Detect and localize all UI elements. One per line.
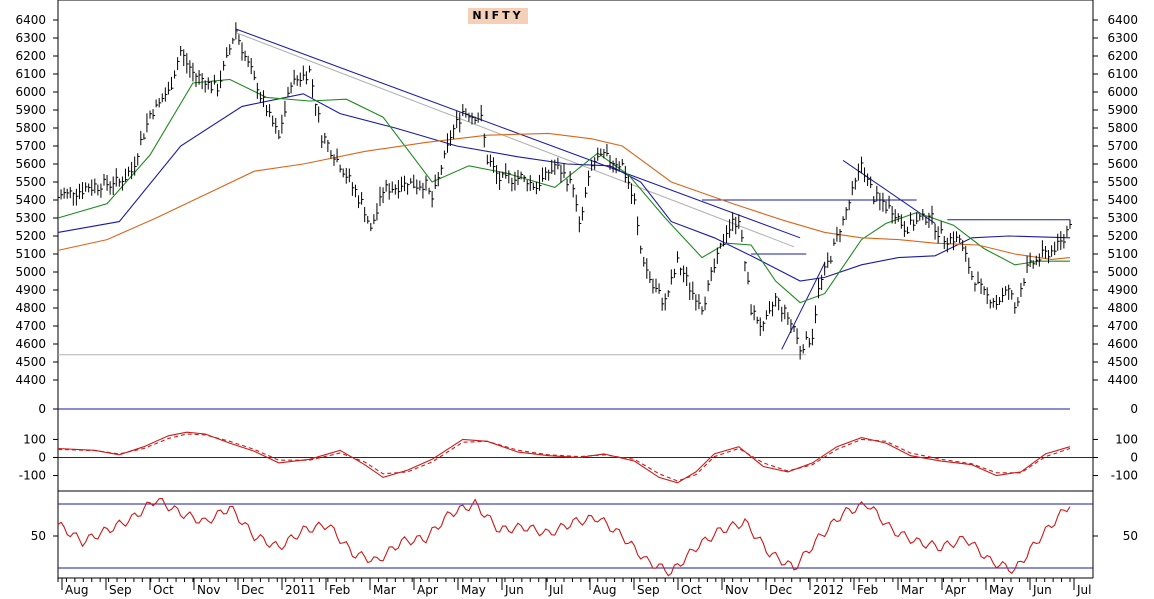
price-tick-label: 4600: [15, 337, 46, 351]
rsi-tick-label: 50: [31, 529, 46, 543]
price-tick-label: 5800: [15, 121, 46, 135]
price-tick-label: 5100: [1107, 247, 1138, 261]
price-tick-label: 6000: [15, 85, 46, 99]
x-tick-label: May: [461, 583, 486, 597]
price-tick-label: 5000: [1107, 265, 1138, 279]
rsi-tick-label: 50: [1123, 529, 1138, 543]
price-tick-label: 5100: [15, 247, 46, 261]
x-tick-label: Mar: [373, 583, 396, 597]
moving-average-line: [57, 93, 1071, 282]
price-tick-label: 4900: [15, 283, 46, 297]
price-tick-label: 5900: [15, 103, 46, 117]
x-tick-label: Oct: [681, 583, 702, 597]
price-tick-label: 6400: [15, 13, 46, 27]
x-tick-label: 2012: [813, 583, 844, 597]
price-tick-label: 5300: [1107, 211, 1138, 225]
price-tick-label: 4500: [1107, 355, 1138, 369]
x-tick-label: Feb: [857, 583, 878, 597]
price-tick-label: 5500: [1107, 175, 1138, 189]
x-tick-label: Nov: [725, 583, 748, 597]
trendline: [781, 262, 826, 350]
trendline: [235, 32, 795, 248]
price-tick-label: 4900: [1107, 283, 1138, 297]
osc-tick-label: 0: [1130, 451, 1138, 465]
chart-title: NIFTY: [468, 8, 528, 24]
x-tick-label: Aug: [593, 583, 616, 597]
price-tick-label: 6300: [15, 31, 46, 45]
x-tick-label: Sep: [109, 583, 132, 597]
price-tick-label: 5700: [1107, 139, 1138, 153]
osc-tick-label: -100: [1111, 469, 1138, 483]
x-tick-label: Oct: [153, 583, 174, 597]
oscillator-panel: 100 100 0 0 -100 -100: [19, 431, 1138, 484]
osc-tick-label: -100: [19, 469, 46, 483]
price-tick-label: 5200: [15, 229, 46, 243]
x-tick-label: Sep: [637, 583, 660, 597]
price-panel: 6400 6400 6300 6300 6200 6200 6100 6100 6000 6000…: [15, 13, 1138, 387]
rsi-line: [57, 498, 1071, 577]
zero-tick-label: 0: [38, 402, 46, 416]
x-tick-label: May: [989, 583, 1014, 597]
x-tick-label: Mar: [901, 583, 924, 597]
price-tick-label: 6400: [1107, 13, 1138, 27]
price-tick-label: 4600: [1107, 337, 1138, 351]
osc-tick-label: 100: [1115, 432, 1138, 446]
x-axis: Aug Sep Oct Nov Dec 2011 Feb Mar Apr May Jun Jul Aug…: [57, 578, 1091, 597]
price-tick-label: 5500: [15, 175, 46, 189]
price-tick-label: 6100: [1107, 67, 1138, 81]
price-tick-label: 5400: [15, 193, 46, 207]
price-tick-label: 5400: [1107, 193, 1138, 207]
x-tick-label: Dec: [769, 583, 792, 597]
price-tick-label: 5700: [15, 139, 46, 153]
price-tick-label: 4500: [15, 355, 46, 369]
price-tick-label: 5200: [1107, 229, 1138, 243]
price-tick-label: 4800: [1107, 301, 1138, 315]
price-tick-label: 6300: [1107, 31, 1138, 45]
x-tick-label: Apr: [945, 583, 966, 597]
x-tick-label: Aug: [65, 583, 88, 597]
x-tick-label: Jun: [1032, 583, 1052, 597]
price-tick-label: 5600: [15, 157, 46, 171]
price-tick-label: 4800: [15, 301, 46, 315]
zero-tick-label: 0: [1130, 402, 1138, 416]
price-tick-label: 5000: [15, 265, 46, 279]
price-tick-label: 4400: [15, 373, 46, 387]
price-tick-label: 6200: [1107, 49, 1138, 63]
price-tick-label: 6000: [1107, 85, 1138, 99]
moving-average-line: [57, 78, 1070, 304]
price-tick-label: 6200: [15, 49, 46, 63]
price-tick-label: 5300: [15, 211, 46, 225]
price-tick-label: 4700: [15, 319, 46, 333]
x-tick-label: Jul: [1076, 583, 1091, 597]
x-tick-label: Apr: [417, 583, 438, 597]
osc-line: [57, 431, 1071, 484]
trendline: [235, 28, 801, 239]
x-tick-label: Jun: [504, 583, 524, 597]
osc-tick-label: 0: [38, 451, 46, 465]
rsi-panel: 50 50: [31, 498, 1138, 577]
price-tick-label: 6100: [15, 67, 46, 81]
x-tick-label: Dec: [241, 583, 264, 597]
price-tick-label: 5600: [1107, 157, 1138, 171]
x-tick-label: Jul: [548, 583, 563, 597]
moving-average-line: [57, 132, 1071, 260]
price-tick-label: 4400: [1107, 373, 1138, 387]
x-tick-label: Feb: [329, 583, 350, 597]
price-tick-label: 5900: [1107, 103, 1138, 117]
x-tick-label: Nov: [197, 583, 220, 597]
price-tick-label: 5800: [1107, 121, 1138, 135]
x-tick-label: 2011: [285, 583, 316, 597]
osc-tick-label: 100: [23, 432, 46, 446]
price-tick-label: 4700: [1107, 319, 1138, 333]
